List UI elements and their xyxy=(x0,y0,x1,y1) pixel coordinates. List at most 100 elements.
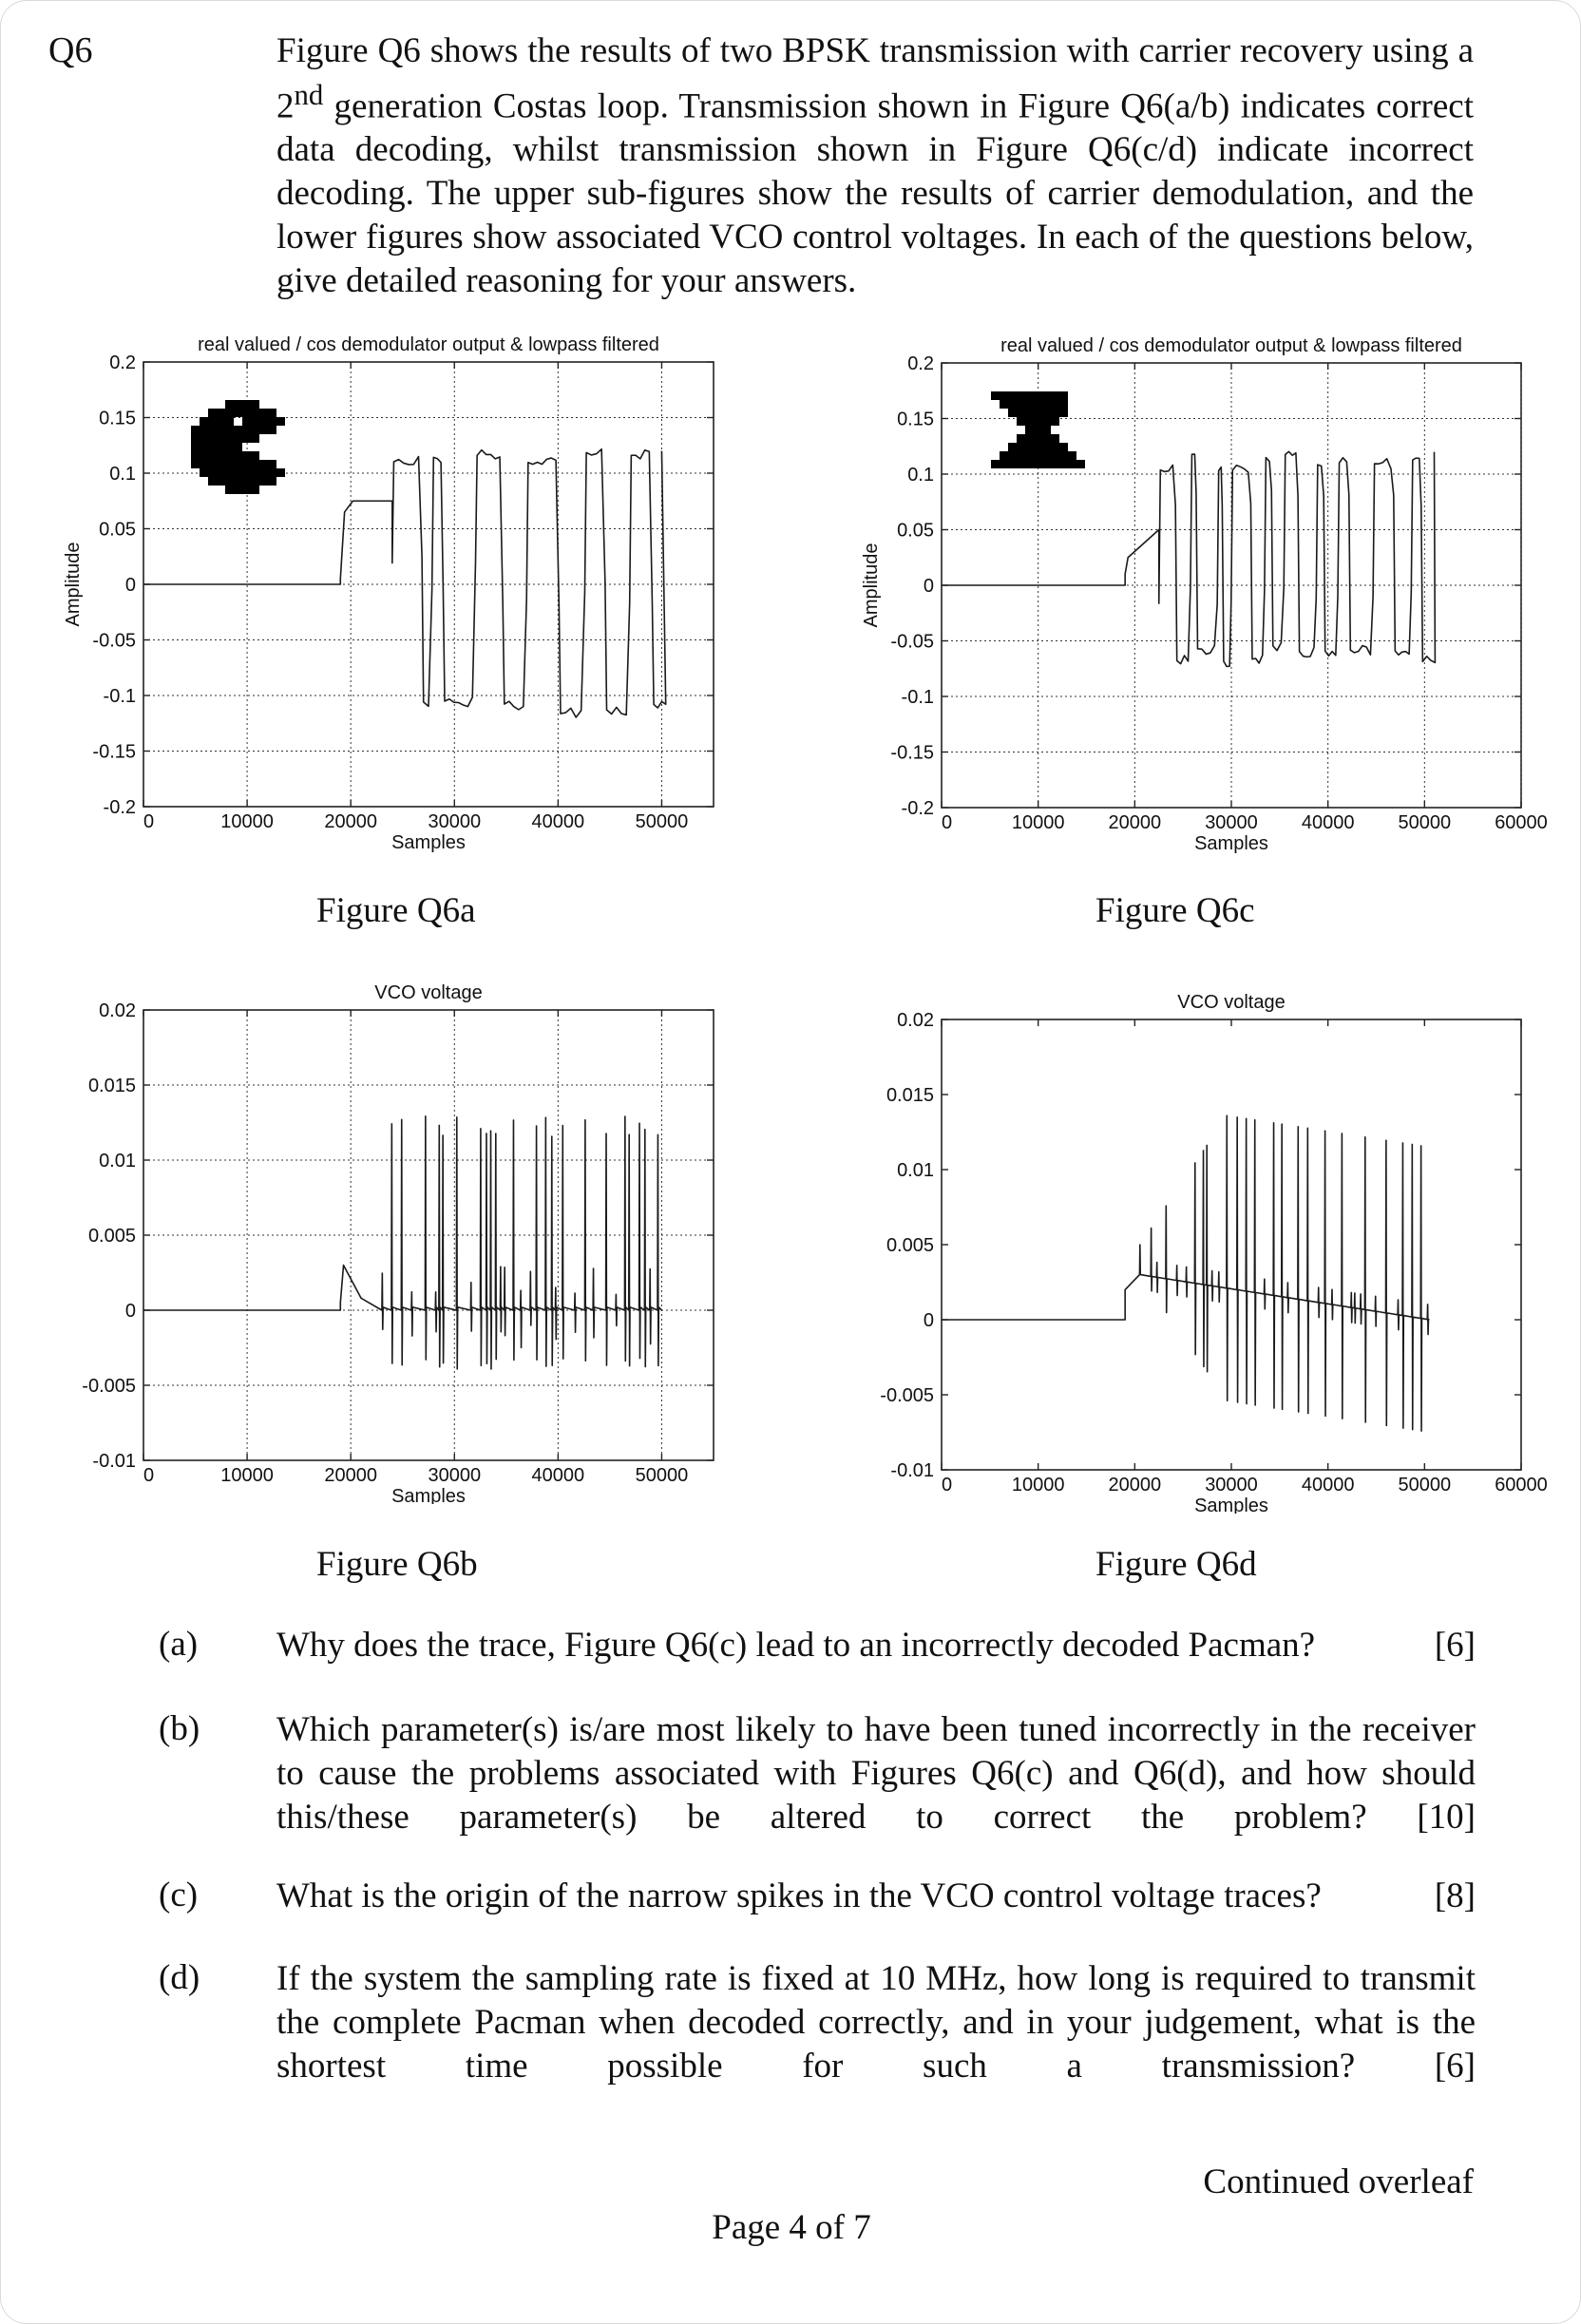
inset-pixel xyxy=(1051,417,1059,426)
inset-pixel xyxy=(251,409,259,417)
inset-pixel xyxy=(234,460,242,468)
inset-pixel xyxy=(225,477,234,486)
chart-title: real valued / cos demodulator output & l… xyxy=(1000,335,1462,356)
inset-pixel xyxy=(242,400,251,409)
inset-pixel xyxy=(259,417,268,426)
plot-frame xyxy=(941,1019,1522,1471)
x-tick-label: 30000 xyxy=(1205,1475,1258,1495)
inset-pixel xyxy=(1042,460,1051,468)
question-text: What is the origin of the narrow spikes … xyxy=(276,1875,1476,1918)
inset-pixel xyxy=(1051,391,1059,400)
inset-pixel xyxy=(1034,443,1042,451)
inset-pixel xyxy=(1059,443,1068,451)
inset-pixel xyxy=(208,409,217,417)
inset-pixel xyxy=(1059,409,1068,417)
inset-pixel xyxy=(191,434,200,443)
inset-pixel xyxy=(1025,391,1034,400)
question-label: (c) xyxy=(159,1876,199,1914)
figure-q6a-chart: real valued / cos demodulator output & l… xyxy=(63,334,714,853)
inset-pixel xyxy=(208,434,217,443)
y-tick-label: -0.15 xyxy=(890,743,934,764)
y-axis-label: Amplitude xyxy=(861,543,882,628)
x-tick-label: 20000 xyxy=(1109,1475,1162,1495)
inset-pixel xyxy=(1017,391,1025,400)
inset-pixel xyxy=(1034,434,1042,443)
inset-pixel xyxy=(276,417,285,426)
inset-pixel xyxy=(1034,451,1042,460)
inset-pixel xyxy=(234,409,242,417)
inset-pixel xyxy=(208,468,217,477)
x-tick-label: 10000 xyxy=(1012,1475,1065,1495)
question-number: Q6 xyxy=(48,30,93,70)
inset-pixel xyxy=(217,451,225,460)
inset-pixel xyxy=(1068,451,1076,460)
inset-pixel xyxy=(1000,451,1008,460)
corrupted-inset-image xyxy=(991,391,1085,468)
y-tick-label: 0.02 xyxy=(99,1000,136,1021)
inset-pixel xyxy=(259,460,268,468)
inset-pixel xyxy=(1051,451,1059,460)
y-tick-label: -0.05 xyxy=(890,632,934,653)
inset-pixel xyxy=(191,426,200,434)
y-tick-label: 0.015 xyxy=(886,1085,934,1106)
inset-pixel xyxy=(251,434,259,443)
x-tick-label: 0 xyxy=(942,1475,952,1495)
inset-pixel xyxy=(1008,400,1017,409)
question-text: Why does the trace, Figure Q6(c) lead to… xyxy=(276,1624,1476,1667)
x-tick-label: 60000 xyxy=(1495,812,1548,833)
figure-q6d-chart: VCO voltage 0 10000 20000 30000 40000 50000 600… xyxy=(880,992,1548,1514)
inset-pixel xyxy=(1042,451,1051,460)
signal-trace xyxy=(942,450,1437,668)
inset-pixel xyxy=(1000,400,1008,409)
question-marks: [6] xyxy=(1434,2047,1476,2086)
inset-pixel xyxy=(259,426,268,434)
inset-pixel xyxy=(225,468,234,477)
question-body: Which parameter(s) is/are most likely to… xyxy=(276,1710,1476,1837)
chart-title: VCO voltage xyxy=(374,982,482,1003)
inset-pixel xyxy=(225,417,234,426)
inset-pixel xyxy=(1017,417,1025,426)
x-tick-label: 0 xyxy=(143,1465,154,1486)
inset-pixel xyxy=(234,434,242,443)
inset-pixel xyxy=(225,486,234,494)
inset-pixel xyxy=(1034,460,1042,468)
inset-pixel xyxy=(208,426,217,434)
intro-text-part-1: Figure Q6 shows the results of two BPSK … xyxy=(276,31,1474,126)
y-tick-label: 0.02 xyxy=(897,1010,934,1031)
inset-pixel xyxy=(1008,451,1017,460)
y-tick-label: -0.1 xyxy=(104,686,136,707)
inset-pixel xyxy=(217,468,225,477)
inset-pixel xyxy=(1008,460,1017,468)
inset-pixel xyxy=(217,443,225,451)
inset-pixel xyxy=(217,434,225,443)
inset-pixel xyxy=(1025,417,1034,426)
inset-pixel xyxy=(251,486,259,494)
inset-pixel xyxy=(1017,451,1025,460)
page-number: Page 4 of 7 xyxy=(712,2208,871,2247)
inset-pixel xyxy=(242,477,251,486)
inset-pixel xyxy=(1042,417,1051,426)
inset-pixel xyxy=(1042,443,1051,451)
inset-pixel xyxy=(251,400,259,409)
inset-pixel xyxy=(1042,409,1051,417)
inset-pixel xyxy=(1059,391,1068,400)
inset-pixel xyxy=(259,477,268,486)
inset-pixel xyxy=(200,468,208,477)
figure-q6b-chart: VCO voltage 0 10000 20000 30000 40000 50000 0.0… xyxy=(82,982,714,1504)
inset-pixel xyxy=(217,477,225,486)
y-tick-label: -0.2 xyxy=(104,797,136,818)
inset-pixel xyxy=(991,391,1000,400)
inset-pixel xyxy=(200,434,208,443)
x-axis-label: Samples xyxy=(1194,1495,1268,1514)
x-tick-label: 20000 xyxy=(1109,812,1162,833)
chart-title: VCO voltage xyxy=(1177,992,1285,1013)
inset-pixel xyxy=(268,468,276,477)
question-marks: [10] xyxy=(1417,1798,1476,1837)
inset-pixel xyxy=(200,426,208,434)
question-label: (a) xyxy=(159,1625,199,1664)
inset-pixel xyxy=(1025,460,1034,468)
inset-pixel xyxy=(242,460,251,468)
y-tick-label: -0.05 xyxy=(92,631,136,652)
inset-pixel xyxy=(1008,391,1017,400)
